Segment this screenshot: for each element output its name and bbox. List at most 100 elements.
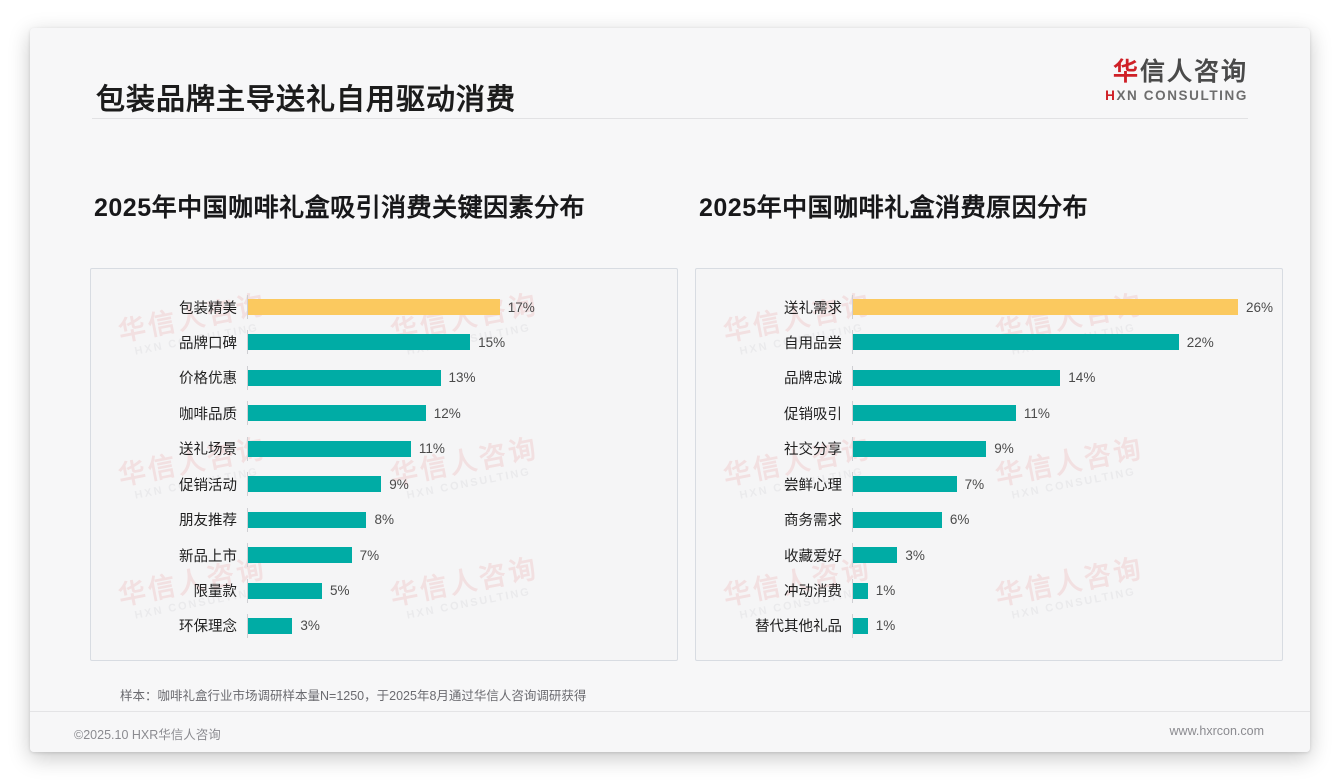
bar-label: 送礼场景 <box>179 442 237 459</box>
bar-track: 22% <box>853 334 1282 351</box>
bar-row: 收藏爱好 3% <box>696 543 1282 568</box>
slide-footer: ©2025.10 HXR华信人咨询 www.hxrcon.com <box>30 711 1310 752</box>
bar-value-label: 3% <box>905 547 925 563</box>
category-axis-line <box>247 543 248 568</box>
bar-track: 9% <box>248 476 677 493</box>
bar-track: 5% <box>248 582 677 599</box>
page-title: 包装品牌主导送礼自用驱动消费 <box>96 84 517 116</box>
bar-label: 替代其他礼品 <box>755 619 842 636</box>
bar-label: 促销吸引 <box>784 406 842 423</box>
bar-value-label: 6% <box>949 512 970 528</box>
bar-value-label: 11% <box>418 441 445 457</box>
chart-title-left: 2025年中国咖啡礼盒吸引消费关键因素分布 <box>94 194 586 222</box>
bar-row: 商务需求 6% <box>696 507 1282 532</box>
bar-fill <box>248 582 323 599</box>
brand-logo-en-accent: H <box>1105 87 1117 103</box>
bar-label: 新品上市 <box>179 548 237 565</box>
brand-logo-english: HXN CONSULTING <box>1068 88 1248 103</box>
bar-row: 咖啡品质 12% <box>91 401 677 426</box>
brand-logo-en-rest: XN CONSULTING <box>1116 87 1248 103</box>
bar-row: 送礼场景 11% <box>91 436 677 461</box>
bar-row: 价格优惠 13% <box>91 365 677 390</box>
bar-label: 促销活动 <box>179 477 237 494</box>
bar-fill <box>248 617 293 634</box>
header-divider <box>92 118 1248 119</box>
bar-label: 尝鲜心理 <box>784 477 842 494</box>
bar-label: 冲动消费 <box>784 584 842 600</box>
bar-track: 8% <box>248 511 677 528</box>
bar-fill <box>853 582 868 599</box>
bar-track: 1% <box>853 617 1282 634</box>
footer-copyright: ©2025.10 HXR华信人咨询 <box>74 728 221 742</box>
bar-row: 新品上市 7% <box>91 543 677 568</box>
bar-row: 品牌口碑 15% <box>91 330 677 355</box>
bar-row: 品牌忠诚 14% <box>696 365 1282 390</box>
bar-track: 26% <box>853 299 1282 315</box>
charts-area: 2025年中国咖啡礼盒吸引消费关键因素分布 华信人咨询 HXN CONSULTI… <box>30 138 1310 668</box>
brand-logo-accent-char: 华 <box>1112 58 1140 86</box>
bar-value-label: 22% <box>1186 334 1214 350</box>
bar-label: 价格优惠 <box>179 371 237 388</box>
category-axis-line <box>852 578 853 603</box>
category-axis-line <box>852 330 853 355</box>
bar-label: 品牌忠诚 <box>784 371 842 388</box>
bar-row: 朋友推荐 8% <box>91 507 677 532</box>
bar-fill <box>853 547 898 564</box>
bar-value-label: 11% <box>1023 405 1050 421</box>
bar-fill <box>853 440 987 457</box>
bar-value-label: 3% <box>300 618 320 634</box>
slide-frame: 包装品牌主导送礼自用驱动消费 华信人咨询 HXN CONSULTING 2025… <box>30 28 1310 752</box>
bar-chart-left: 包装精美 17% 品牌口碑 15% 价格优惠 13% 咖啡品质 12% 送礼场景 11% 促销活动 9… <box>91 269 677 660</box>
bar-row: 环保理念 3% <box>91 613 677 638</box>
bar-value-label: 26% <box>1246 299 1274 315</box>
bar-label: 品牌口碑 <box>179 335 237 352</box>
bar-value-label: 7% <box>964 476 985 492</box>
bar-row: 社交分享 9% <box>696 436 1282 461</box>
bar-track: 7% <box>853 476 1282 493</box>
brand-logo-chinese: 华信人咨询 <box>1068 58 1248 87</box>
bar-label: 社交分享 <box>784 442 842 459</box>
bar-fill <box>248 547 352 564</box>
bar-track: 3% <box>853 547 1282 564</box>
category-axis-line <box>852 543 853 568</box>
category-axis-line <box>247 295 248 319</box>
bar-fill <box>248 369 441 386</box>
bar-track: 14% <box>853 369 1282 386</box>
bar-fill <box>853 405 1016 422</box>
bar-value-label: 9% <box>994 441 1014 457</box>
bar-label: 环保理念 <box>179 619 237 636</box>
bar-fill <box>248 511 367 528</box>
category-axis-line <box>852 401 853 426</box>
bar-chart-right: 送礼需求 26% 自用品尝 22% 品牌忠诚 14% 促销吸引 11% 社交分享 9% 尝鲜心理 7%… <box>696 269 1282 660</box>
bar-track: 6% <box>853 511 1282 528</box>
bar-row: 冲动消费 1% <box>696 578 1282 603</box>
bar-label: 朋友推荐 <box>179 513 237 530</box>
category-axis-line <box>852 507 853 532</box>
bar-fill <box>853 369 1061 386</box>
bar-row: 促销吸引 11% <box>696 401 1282 426</box>
bar-value-label: 8% <box>374 512 394 528</box>
chart-title-right: 2025年中国咖啡礼盒消费原因分布 <box>699 194 1089 222</box>
bar-value-label: 5% <box>330 583 350 598</box>
bar-value-label: 7% <box>359 547 380 563</box>
bar-fill <box>853 476 957 493</box>
bar-fill <box>853 617 868 634</box>
category-axis-line <box>247 436 248 461</box>
bar-value-label: 14% <box>1068 370 1096 386</box>
category-axis-line <box>247 613 248 638</box>
bar-row: 替代其他礼品 1% <box>696 613 1282 638</box>
bar-track: 7% <box>248 547 677 564</box>
chart-panel-left: 2025年中国咖啡礼盒吸引消费关键因素分布 华信人咨询 HXN CONSULTI… <box>90 138 678 661</box>
bar-track: 13% <box>248 369 677 386</box>
category-axis-line <box>247 365 248 390</box>
category-axis-line <box>852 613 853 638</box>
bar-track: 15% <box>248 334 677 351</box>
footer-website[interactable]: www.hxrcon.com <box>1169 724 1264 738</box>
bar-track: 3% <box>248 617 677 634</box>
bar-track: 17% <box>248 299 677 315</box>
category-axis-line <box>247 472 248 497</box>
bar-row: 送礼需求 26% <box>696 295 1282 319</box>
category-axis-line <box>247 507 248 532</box>
bar-row: 包装精美 17% <box>91 295 677 319</box>
category-axis-line <box>852 472 853 497</box>
